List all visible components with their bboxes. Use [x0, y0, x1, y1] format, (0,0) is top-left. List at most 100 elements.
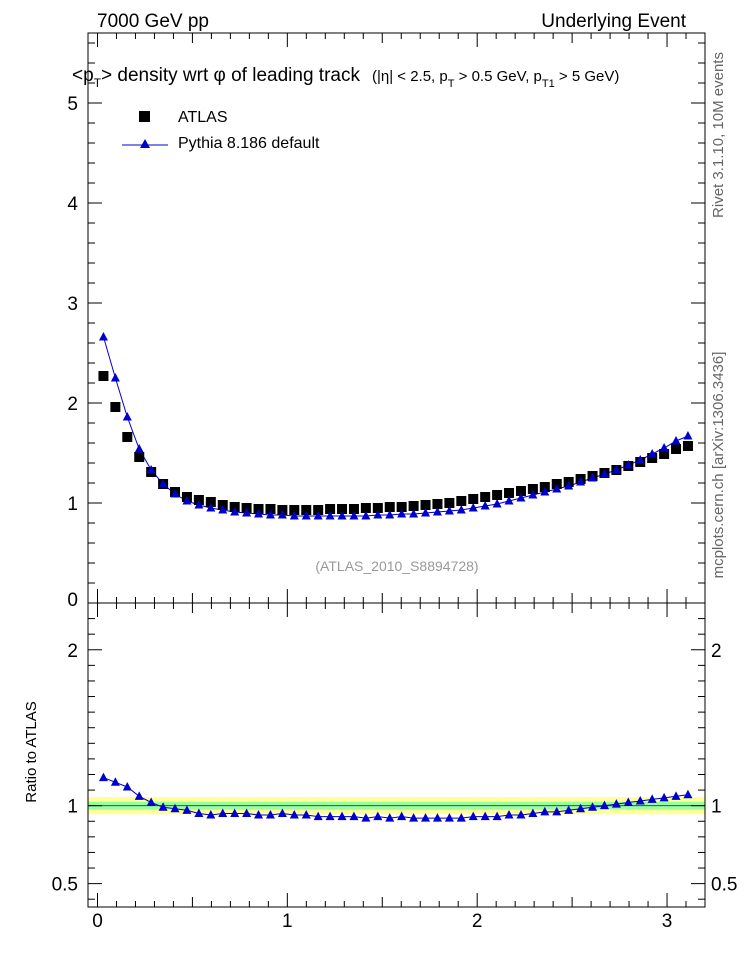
pythia-point — [576, 477, 586, 486]
pythia-point — [611, 465, 621, 474]
pythia-point — [421, 508, 431, 517]
ratio-point — [385, 813, 395, 822]
pythia-point — [623, 460, 633, 469]
atlas-point — [348, 504, 359, 514]
ratio-point — [397, 811, 407, 821]
ratio-point — [254, 810, 264, 819]
pythia-point — [635, 455, 645, 464]
ratio-point — [504, 810, 514, 819]
ratio-point — [576, 803, 586, 813]
main-ytick-label-zero: 0 — [67, 590, 78, 611]
pythia-point — [254, 509, 264, 518]
ratio-point — [635, 795, 645, 805]
ratio-point — [421, 813, 431, 822]
pythia-point — [301, 511, 311, 520]
main-ytick-label: 4 — [67, 194, 78, 215]
atlas-point — [325, 504, 336, 514]
ratio-point — [361, 813, 371, 822]
pythia-point — [337, 511, 347, 520]
ratio-point — [516, 810, 526, 819]
ratio-point — [110, 777, 120, 786]
ratio-ylabel: Ratio to ATLAS — [23, 701, 40, 802]
ratio-point — [659, 792, 669, 802]
ratio-point — [444, 813, 454, 822]
pythia-point — [647, 449, 657, 458]
main-ytick-label: 5 — [67, 94, 78, 115]
ratio-point — [409, 813, 419, 822]
legend-pythia-marker — [140, 139, 150, 148]
pythia-point — [528, 490, 538, 499]
ratio-point — [528, 808, 538, 817]
atlas-point — [289, 505, 300, 515]
ratio-point — [194, 808, 204, 817]
atlas-point — [301, 505, 312, 515]
atlas-point — [122, 432, 133, 442]
main-ytick-label: 3 — [67, 294, 78, 315]
pythia-point — [194, 500, 204, 509]
ratio-point — [349, 811, 359, 821]
header-left: 7000 GeV pp — [97, 11, 209, 32]
pythia-point — [230, 507, 240, 516]
main-title: <pT> density wrt φ of leading track (|η| … — [72, 65, 619, 90]
title-cut-t-sub: T — [448, 78, 455, 90]
pythia-point — [480, 501, 490, 510]
analysis-watermark: (ATLAS_2010_S8894728) — [315, 558, 478, 574]
ratio-point — [158, 802, 168, 811]
title-lt: < — [72, 65, 83, 86]
ratio-point — [170, 803, 180, 813]
pythia-point — [134, 444, 144, 453]
pythia-point — [265, 510, 275, 519]
atlas-point — [98, 371, 109, 381]
ratio-point — [301, 810, 311, 819]
atlas-point — [253, 504, 264, 514]
atlas-point — [527, 484, 538, 494]
ratio-point — [564, 805, 574, 814]
pythia-point — [361, 511, 371, 520]
main-ytick-label: 2 — [67, 394, 78, 415]
header-right: Underlying Event — [541, 11, 686, 32]
atlas-point — [444, 498, 455, 508]
ratio-point — [265, 810, 275, 819]
ratio-point — [277, 808, 287, 817]
ratio-point — [540, 806, 550, 816]
atlas-point — [515, 486, 526, 496]
ratio-ytick-label: 1 — [67, 797, 78, 818]
atlas-point — [647, 453, 658, 463]
ratio-point — [98, 772, 108, 782]
ratio-point — [182, 805, 192, 814]
pythia-point — [397, 509, 407, 518]
ratio-point — [468, 811, 478, 821]
pythia-point — [218, 505, 228, 514]
pythia-point — [110, 373, 120, 382]
pythia-point — [564, 481, 574, 490]
ratio-point — [218, 808, 228, 817]
atlas-point — [468, 494, 479, 504]
pythia-point — [516, 493, 526, 502]
ratio-point — [683, 789, 693, 799]
ratio-point — [325, 811, 335, 821]
pythia-point — [98, 332, 108, 341]
atlas-point — [372, 503, 383, 513]
pythia-point — [122, 412, 132, 421]
ratio-point — [492, 811, 502, 821]
ratio-xtick-label: 2 — [472, 911, 483, 932]
atlas-point — [313, 505, 324, 515]
pythia-point — [504, 496, 514, 505]
atlas-point — [408, 501, 419, 511]
ratio-ytick-label: 0.5 — [52, 875, 78, 896]
ratio-point — [230, 808, 240, 817]
rivet-label: Rivet 3.1.10, 10M events — [710, 52, 727, 218]
pythia-point — [146, 465, 156, 474]
title-gt: > — [101, 65, 112, 86]
atlas-point — [456, 496, 467, 506]
pythia-point — [158, 479, 168, 488]
pythia-point — [552, 484, 562, 493]
ratio-ytick-label-right: 0.5 — [711, 875, 737, 896]
ratio-xtick-label: 1 — [282, 911, 293, 932]
ratio-ytick-label-right: 1 — [711, 797, 722, 818]
atlas-point — [360, 503, 371, 513]
ratio-point — [289, 810, 299, 819]
pythia-point — [444, 506, 454, 515]
ratio-point — [647, 794, 657, 803]
